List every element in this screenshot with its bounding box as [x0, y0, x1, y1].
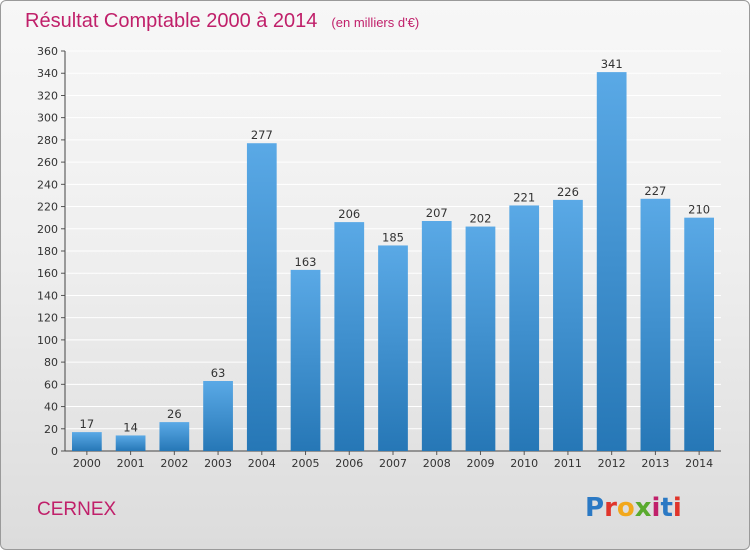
logo-letter: r — [604, 493, 617, 523]
data-label-2001: 14 — [123, 420, 138, 434]
y-tick-label: 20 — [44, 423, 58, 436]
x-tick-label-2000: 2000 — [73, 457, 101, 470]
logo-letter: i — [652, 493, 661, 523]
data-label-2003: 63 — [211, 366, 226, 380]
y-tick-label: 200 — [37, 223, 58, 236]
logo-letter: x — [635, 493, 652, 523]
bar-2012 — [596, 72, 627, 451]
data-label-2009: 202 — [469, 212, 491, 226]
y-tick-label: 40 — [44, 401, 58, 414]
logo-letter: o — [617, 493, 635, 523]
y-tick-label: 260 — [37, 156, 58, 169]
x-tick-label-2001: 2001 — [117, 457, 145, 470]
bar-2001 — [115, 435, 146, 451]
y-tick-label: 320 — [37, 89, 58, 102]
x-tick-label-2005: 2005 — [292, 457, 320, 470]
y-tick-label: 280 — [37, 134, 58, 147]
data-labels: 17 14 26 63 277 163 206 185 207 202 221 226 341 227 21… — [80, 57, 711, 434]
y-tick-label: 220 — [37, 201, 58, 214]
data-label-2008: 207 — [426, 206, 448, 220]
bar-2003 — [203, 381, 233, 451]
bar-2009 — [465, 226, 496, 451]
data-label-2005: 163 — [295, 255, 317, 269]
proxiti-logo: Proxiti — [585, 493, 682, 523]
data-label-2004: 277 — [251, 128, 273, 142]
data-label-2006: 206 — [338, 207, 360, 221]
y-tick-label: 0 — [51, 445, 58, 458]
y-tick-label: 60 — [44, 378, 58, 391]
y-tick-label: 180 — [37, 245, 58, 258]
bar-2013 — [640, 198, 671, 451]
bar-2006 — [334, 222, 365, 451]
y-tick-label: 340 — [37, 67, 58, 80]
y-tick-label: 300 — [37, 112, 58, 125]
x-tick-label-2008: 2008 — [423, 457, 451, 470]
x-tick-label-2002: 2002 — [160, 457, 188, 470]
place-name: CERNEX — [37, 499, 117, 520]
bar-2010 — [509, 205, 540, 451]
y-tick-label: 140 — [37, 289, 58, 302]
data-label-2011: 226 — [557, 185, 579, 199]
bar-2007 — [378, 245, 408, 451]
x-tick-label-2009: 2009 — [466, 457, 494, 470]
x-tick-label-2014: 2014 — [685, 457, 713, 470]
bar-2002 — [159, 422, 190, 451]
data-label-2002: 26 — [167, 407, 182, 421]
bar-2008 — [421, 221, 452, 451]
y-tick-label: 100 — [37, 334, 58, 347]
data-label-2010: 221 — [513, 190, 535, 204]
bar-2011 — [553, 199, 583, 451]
logo-letter: P — [585, 493, 604, 523]
logo-letter: t — [660, 493, 672, 523]
y-tick-label: 240 — [37, 178, 58, 191]
x-tick-label-2012: 2012 — [598, 457, 626, 470]
y-tick-label: 160 — [37, 267, 58, 280]
logo-letter: i — [673, 493, 682, 523]
y-tick-label: 360 — [37, 45, 58, 58]
logo-text: Proxiti — [585, 493, 682, 523]
y-tick-label: 120 — [37, 312, 58, 325]
data-label-2000: 17 — [80, 417, 95, 431]
y-tick-label: 80 — [44, 356, 58, 369]
x-tick-label-2011: 2011 — [554, 457, 582, 470]
data-label-2007: 185 — [382, 230, 404, 244]
x-tick-label-2007: 2007 — [379, 457, 407, 470]
x-tick-label-2003: 2003 — [204, 457, 232, 470]
data-label-2014: 210 — [688, 203, 710, 217]
x-tick-label-2010: 2010 — [510, 457, 538, 470]
bar-2005 — [290, 269, 321, 451]
x-tick-label-2004: 2004 — [248, 457, 276, 470]
data-label-2012: 341 — [601, 57, 623, 71]
bar-2000 — [71, 432, 102, 451]
bars — [71, 72, 715, 451]
chart-title-main: Résultat Comptable 2000 à 2014 — [25, 10, 317, 32]
data-label-2013: 227 — [644, 184, 666, 198]
x-tick-label-2013: 2013 — [641, 457, 669, 470]
chart-title: Résultat Comptable 2000 à 2014 (en milli… — [25, 10, 419, 32]
chart-subtitle: (en milliers d'€) — [331, 15, 419, 30]
x-tick-label-2006: 2006 — [335, 457, 363, 470]
bar-2014 — [684, 217, 715, 451]
bar-2004 — [246, 143, 277, 451]
